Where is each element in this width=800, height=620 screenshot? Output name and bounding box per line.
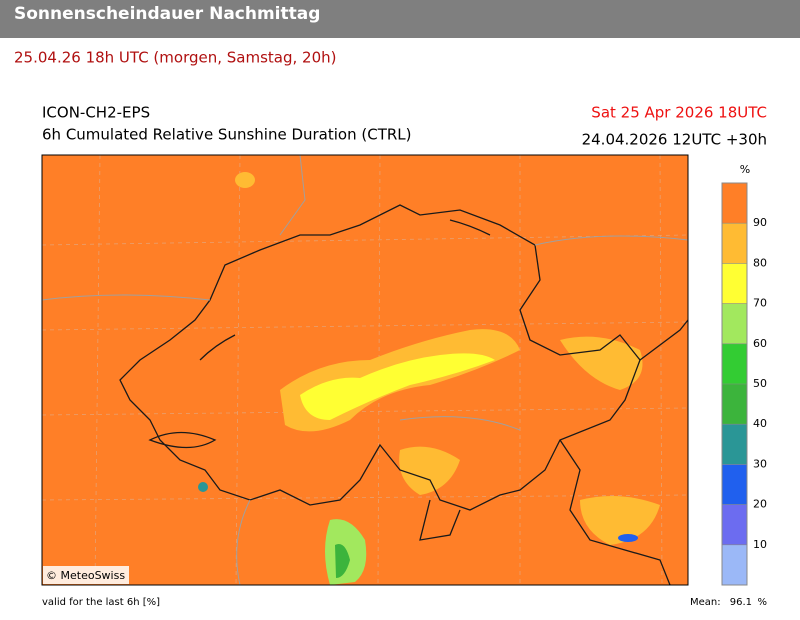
sunshine-patches [198,172,660,585]
colorbar-segment [722,424,747,465]
colorbar-segment [722,504,747,545]
colorbar-tick-label: 20 [753,498,767,511]
copyright: © MeteoSwiss [46,569,125,582]
model-name: ICON-CH2-EPS [42,104,150,122]
colorbar-tick-label: 60 [753,337,767,350]
colorbar-segment [722,303,747,344]
map-grid [41,154,689,586]
mean-unit: % [757,597,767,608]
mean-label: Mean: [690,597,721,608]
colorbar: % 10 20 30 40 50 60 70 80 90 [721,163,767,586]
header-bar [0,0,800,38]
header-subtitle: 25.04.26 18h UTC (morgen, Samstag, 20h) [14,49,337,67]
colorbar-segment [722,544,747,585]
mean: % 96.1 Mean: [690,597,767,608]
footnote: valid for the last 6h [%] [42,597,160,608]
colorbar-tick-label: 40 [753,417,767,430]
valid-time: Sat 25 Apr 2026 18UTC [591,104,767,122]
colorbar-tick-label: 50 [753,377,767,390]
colorbar-segment [722,183,747,224]
map: © MeteoSwiss [41,154,689,586]
product-name: 6h Cumulated Relative Sunshine Duration … [42,126,412,144]
run-time: 24.04.2026 12UTC +30h [582,131,767,149]
colorbar-tick-label: 80 [753,256,767,269]
colorbar-tick-label: 90 [753,216,767,229]
colorbar-segment [722,263,747,304]
borders [119,204,689,586]
copyright-box [43,566,129,584]
colorbar-segment [722,223,747,264]
map-frame [41,154,689,586]
colorbar-segment [722,343,747,384]
colorbar-tick-label: 30 [753,457,767,470]
colorbar-segment [722,464,747,505]
regions [41,154,689,586]
colorbar-segment [722,384,747,425]
mean-value: 96.1 [730,597,752,608]
colorbar-unit: % [740,163,750,176]
header-title: Sonnenscheindauer Nachmittag [14,4,320,24]
colorbar-tick-label: 70 [753,297,767,310]
colorbar-tick-label: 10 [753,538,767,551]
